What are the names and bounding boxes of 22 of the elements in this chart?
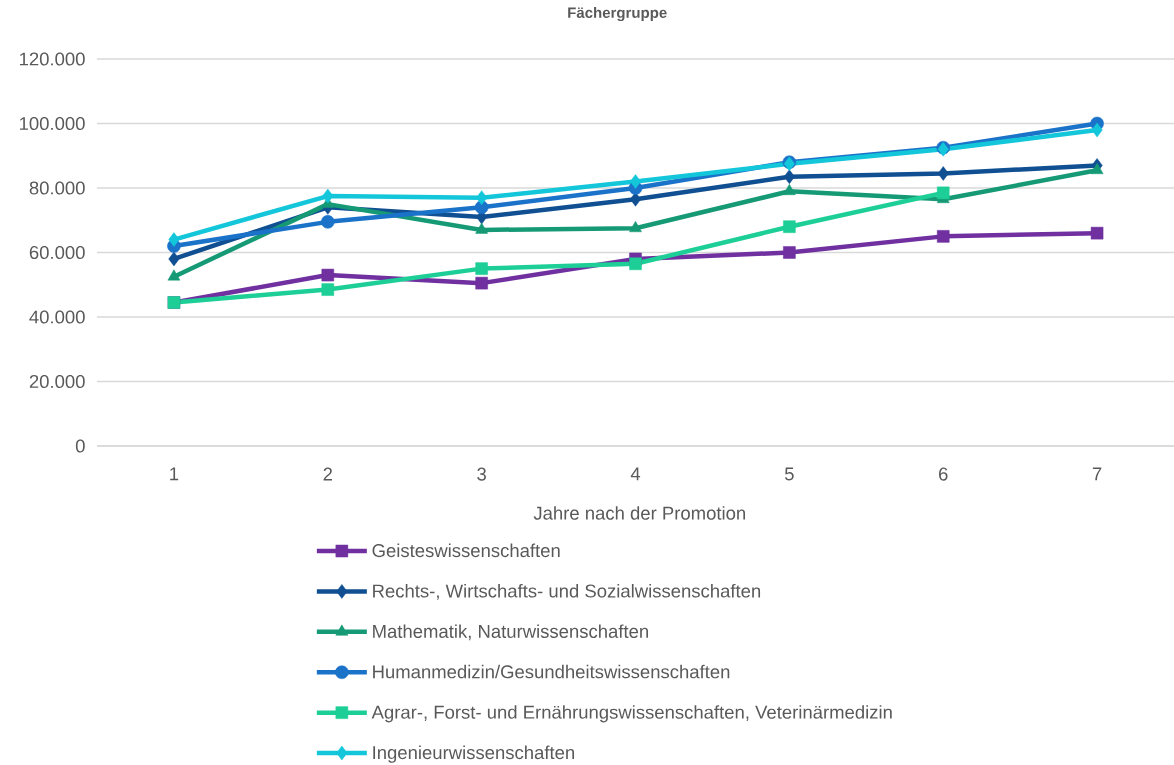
x-tick-label: 2 <box>323 467 332 481</box>
legend-label: Geisteswissenschaften <box>372 543 560 558</box>
y-tick-label: 0 <box>75 439 85 453</box>
y-tick-label: 20.000 <box>29 374 85 389</box>
x-axis-title: Jahre nach der Promotion <box>533 506 746 520</box>
legend-label: Rechts-, Wirtschafts- und Sozialwissenschaften <box>373 583 761 600</box>
legend-label: Humanmedizin/Gesundheitswissenschaften <box>373 664 730 679</box>
x-tick-label: 6 <box>939 467 948 481</box>
x-tick-label: 1 <box>170 467 179 481</box>
y-tick-label: 40.000 <box>29 310 85 324</box>
x-tick-label: 5 <box>784 467 794 481</box>
legend-label: Agrar-, Forst- und Ernährungswissenschaften, Veterinärmedizin <box>371 705 892 723</box>
legend-label: Mathematik, Naturwissenschaften <box>373 624 648 641</box>
y-tick-label: 120.000 <box>20 52 85 66</box>
x-tick-label: 7 <box>1092 467 1102 481</box>
x-tick-label: 3 <box>477 467 486 481</box>
y-tick-label: 60.000 <box>29 245 85 260</box>
y-tick-label: 100.000 <box>20 116 85 131</box>
chart-title: Fächergruppe <box>568 6 667 22</box>
y-tick-label: 80.000 <box>29 181 85 195</box>
legend-label: Ingenieurwissenschaften <box>373 745 575 763</box>
x-tick-label: 4 <box>630 467 641 481</box>
